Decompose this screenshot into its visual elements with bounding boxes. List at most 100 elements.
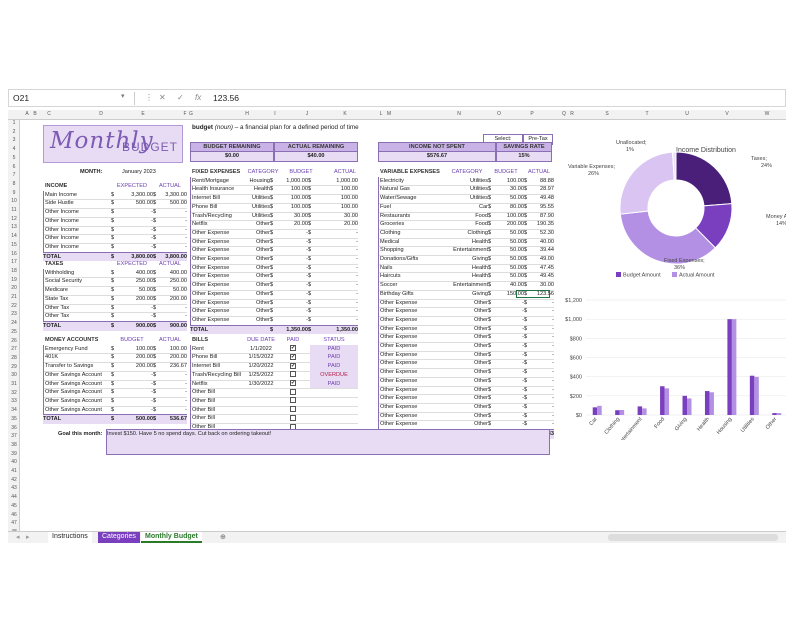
cell[interactable]: 500.00	[165, 199, 187, 210]
cell[interactable]: $	[270, 203, 282, 213]
row-header[interactable]: 12	[11, 215, 17, 222]
cell[interactable]: $	[111, 191, 123, 201]
cell[interactable]: 39.44	[536, 246, 554, 256]
cell[interactable]: 20.00	[282, 220, 308, 230]
row-label[interactable]: Other Expense	[378, 315, 448, 326]
cell[interactable]: 250.00	[165, 277, 187, 288]
row-header[interactable]: 17	[11, 259, 17, 266]
row-header[interactable]: 27	[11, 346, 17, 353]
cell[interactable]: 50.00	[500, 229, 524, 239]
row-header[interactable]: 21	[11, 294, 17, 300]
cell[interactable]: 40.00	[536, 238, 554, 248]
checkbox[interactable]	[290, 371, 296, 378]
cell[interactable]: Health	[448, 238, 488, 248]
row-label[interactable]: Other Savings Account	[43, 379, 111, 390]
cell[interactable]: -	[123, 234, 153, 244]
cell[interactable]: 50.00	[123, 286, 153, 296]
cell[interactable]: $	[270, 272, 282, 283]
row-label[interactable]: Natural Gas	[378, 185, 448, 196]
cell[interactable]	[310, 396, 358, 398]
cell[interactable]: -	[123, 304, 153, 314]
cell[interactable]: $	[488, 185, 500, 196]
cell[interactable]: 190.35	[536, 220, 554, 230]
cell[interactable]: 400.00	[123, 269, 153, 279]
column-header[interactable]: S	[605, 111, 609, 117]
row-header[interactable]: 20	[11, 285, 17, 292]
row-header[interactable]: 18	[11, 267, 17, 274]
cell[interactable]: 100.00	[500, 177, 524, 187]
cell[interactable]: 1/1/2022	[246, 345, 276, 355]
month-value[interactable]: January 2023	[122, 169, 156, 175]
row-header[interactable]: 16	[11, 250, 17, 257]
row-header[interactable]: 7	[12, 172, 16, 179]
cell[interactable]: $	[488, 316, 500, 326]
cell[interactable]: -	[165, 371, 187, 381]
scroll-right-icon[interactable]: ▸	[26, 534, 30, 541]
column-header[interactable]: T	[645, 111, 649, 117]
function-icon[interactable]: fx	[195, 93, 202, 102]
add-sheet-icon[interactable]: ⊕	[220, 534, 226, 541]
cell[interactable]: Utilities	[246, 203, 270, 213]
row-label[interactable]: Main Income	[43, 190, 111, 201]
row-label[interactable]: Netflix	[190, 379, 246, 390]
cell[interactable]: $	[270, 255, 282, 265]
cell[interactable]: -	[320, 264, 358, 274]
row-label[interactable]: Donations/Gifts	[378, 255, 448, 265]
cell[interactable]: -	[165, 388, 187, 398]
cell[interactable]: $	[308, 220, 320, 230]
cell[interactable]: $	[111, 362, 123, 372]
cell[interactable]: 200.00	[123, 353, 153, 364]
row-label[interactable]: Other Income	[43, 208, 111, 218]
cell[interactable]: $	[524, 264, 536, 274]
cell[interactable]: $	[270, 229, 282, 239]
cell[interactable]: 1/25/2022	[246, 371, 276, 381]
cell[interactable]: -	[282, 272, 308, 283]
cell[interactable]: -	[282, 238, 308, 248]
cell[interactable]: Other	[448, 359, 488, 370]
cell[interactable]: $	[153, 217, 165, 227]
cell[interactable]: 100.00	[320, 203, 358, 213]
cell[interactable]: $	[524, 307, 536, 317]
row-header[interactable]: 6	[12, 163, 16, 170]
cell[interactable]: Utilities	[448, 185, 488, 196]
paid-checkbox[interactable]	[276, 406, 310, 416]
cell[interactable]: $	[153, 191, 165, 201]
cell[interactable]: $	[111, 353, 123, 364]
cell[interactable]: 50.00	[500, 255, 524, 265]
cell[interactable]: $	[308, 229, 320, 239]
cell[interactable]	[246, 396, 276, 398]
column-header[interactable]: H	[245, 111, 249, 117]
cell[interactable]: Other	[448, 403, 488, 413]
cell[interactable]: -	[500, 394, 524, 404]
cell[interactable]: $	[524, 403, 536, 413]
cell[interactable]: -	[536, 412, 554, 422]
horizontal-scrollbar[interactable]	[608, 534, 778, 541]
cell[interactable]: $	[153, 277, 165, 288]
cell[interactable]: $	[270, 264, 282, 274]
row-label[interactable]: Other Expense	[378, 342, 448, 352]
cell[interactable]: $	[153, 234, 165, 244]
cell[interactable]: $	[524, 255, 536, 265]
row-header[interactable]: 11	[11, 207, 17, 213]
row-label[interactable]: Other Expense	[378, 359, 448, 370]
paid-checkbox[interactable]	[276, 371, 310, 381]
row-label[interactable]: Other Savings Account	[43, 396, 111, 407]
cell[interactable]: $	[308, 307, 320, 317]
row-header[interactable]: 30	[11, 372, 17, 379]
cell[interactable]: $	[488, 307, 500, 317]
cell[interactable]: $	[524, 229, 536, 239]
cell[interactable]: $	[488, 403, 500, 413]
cell[interactable]: Other	[246, 264, 270, 274]
cell[interactable]: 100.00	[320, 194, 358, 204]
cell[interactable]: 100.00	[282, 203, 308, 213]
cell[interactable]: $	[153, 353, 165, 364]
cell[interactable]: 1,000.00	[282, 177, 308, 187]
cell[interactable]: -	[500, 299, 524, 309]
row-header[interactable]: 14	[11, 233, 17, 240]
cell[interactable]: $	[270, 307, 282, 317]
row-label[interactable]: Medical	[378, 237, 448, 248]
row-header[interactable]: 29	[11, 363, 17, 370]
row-label[interactable]: Trash/Recycling	[190, 211, 246, 222]
cell[interactable]: 87.90	[536, 212, 554, 222]
cell[interactable]: $	[488, 246, 500, 256]
